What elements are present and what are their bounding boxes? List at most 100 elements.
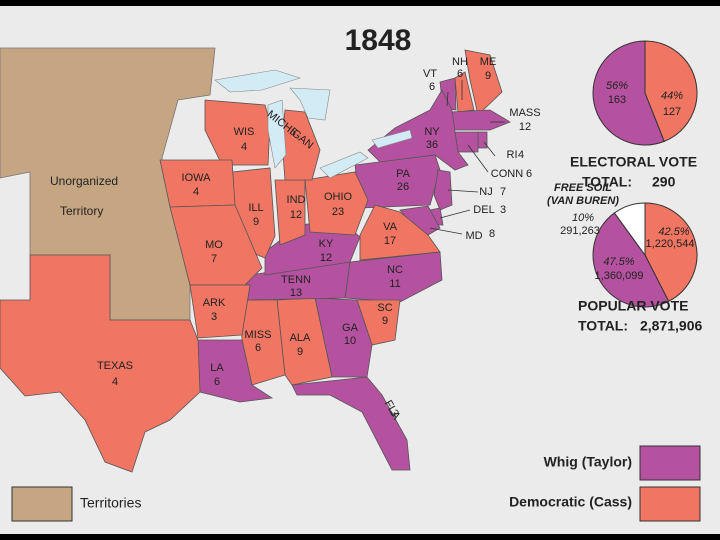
pie-charts: 44% 127 56% 163 42.5%1,220,544 47.5% 1,360,099… xyxy=(547,40,698,308)
state xyxy=(189,284,251,339)
slice-name: FREE SOIL xyxy=(554,182,612,194)
legend-label: Territories xyxy=(80,495,141,511)
territory-label: Territory xyxy=(60,204,103,218)
state xyxy=(454,131,479,153)
state-votes: 4 xyxy=(518,149,524,161)
lake-huron xyxy=(289,87,331,121)
slice-votes: 127 xyxy=(663,106,681,118)
state-votes: 12 xyxy=(519,121,531,133)
state xyxy=(169,204,263,286)
total-label: TOTAL: xyxy=(578,318,628,334)
state-label: ME xyxy=(480,56,497,68)
state-label: OHIO xyxy=(324,191,353,203)
state-label: VA xyxy=(383,221,398,233)
state-label: MO xyxy=(205,239,223,251)
legend-label: Democratic (Cass) xyxy=(509,494,632,510)
legend: Whig (Taylor) Democratic (Cass) Territorie… xyxy=(11,445,701,522)
state-votes: 10 xyxy=(344,335,356,347)
slice-percent: 42.5% xyxy=(658,226,689,238)
leader-line xyxy=(446,91,449,107)
state-label: KY xyxy=(319,238,334,250)
pie-slice xyxy=(592,212,670,308)
state-votes: 12 xyxy=(320,252,332,264)
pie-slice xyxy=(644,202,698,303)
state-label: WIS xyxy=(234,126,255,138)
state-votes: 12 xyxy=(290,209,302,221)
state-votes: 23 xyxy=(332,206,344,218)
state xyxy=(0,254,201,473)
state-votes: 6 xyxy=(255,342,261,354)
leader-lines xyxy=(429,80,505,235)
state xyxy=(359,204,441,261)
states xyxy=(0,47,511,473)
state-label: NH xyxy=(452,56,468,68)
state-label: LA xyxy=(210,362,224,374)
state-votes: 26 xyxy=(397,181,409,193)
state-label: NC xyxy=(387,264,403,276)
state-votes: 36 xyxy=(426,139,438,151)
slice-percent: 10% xyxy=(572,212,594,224)
state-votes: 13 xyxy=(290,287,302,299)
state-label: IOWA xyxy=(182,172,212,184)
state xyxy=(477,131,488,149)
state-label: MISS xyxy=(245,329,272,341)
leader-line xyxy=(447,189,479,193)
state-label: VT xyxy=(423,68,437,80)
slice-votes: 1,220,544 xyxy=(646,238,695,250)
lake-michigan xyxy=(267,99,287,169)
state-votes: 9 xyxy=(253,216,259,228)
total-value: 290 xyxy=(652,174,676,190)
slice-votes: 1,360,099 xyxy=(595,270,644,282)
state-label: DEL xyxy=(473,204,494,216)
state xyxy=(304,171,369,236)
pie-slice xyxy=(644,40,698,142)
state-label: ILL xyxy=(248,202,263,214)
leader-line xyxy=(467,144,489,173)
state xyxy=(464,49,503,116)
slice-percent: 44% xyxy=(661,90,683,102)
title: 1848 xyxy=(345,24,412,57)
state-label: CONN xyxy=(491,168,523,180)
state-label: PA xyxy=(396,168,411,180)
pie-slice xyxy=(613,202,646,257)
state-label: NJ xyxy=(479,186,492,198)
total-label: TOTAL: xyxy=(582,174,632,190)
state-label: NY xyxy=(424,126,440,138)
state-label: MD xyxy=(465,230,482,242)
state-votes: 4 xyxy=(112,376,118,388)
state-label: ALA xyxy=(290,332,311,344)
territory xyxy=(0,47,216,321)
state-votes: 9 xyxy=(297,346,303,358)
state-votes: 6 xyxy=(526,168,532,180)
legend-swatch xyxy=(11,486,73,522)
legend-swatch xyxy=(639,486,701,522)
slice-votes: 291,263 xyxy=(560,225,600,237)
state-label: IND xyxy=(287,194,306,206)
pie-title: ELECTORAL VOTE xyxy=(570,154,697,170)
state-label: SC xyxy=(377,302,392,314)
state-votes: 6 xyxy=(457,68,463,80)
lake-ontario xyxy=(371,129,413,149)
state-votes: 3 xyxy=(387,408,400,419)
slice-percent: 47.5% xyxy=(603,256,634,268)
state xyxy=(291,376,411,471)
legend-swatch xyxy=(639,445,701,481)
state-votes: 3 xyxy=(500,204,506,216)
state xyxy=(454,71,475,113)
state-votes: 9 xyxy=(485,70,491,82)
slice-name: (VAN BUREN) xyxy=(547,195,619,207)
state-votes: 7 xyxy=(211,253,217,265)
state-label: RI xyxy=(507,149,518,161)
total-value: 2,871,906 xyxy=(640,318,702,334)
territory-label: Unorganized xyxy=(50,174,118,188)
state xyxy=(433,169,453,211)
leader-line xyxy=(483,141,496,157)
slice-percent: 56% xyxy=(606,80,628,92)
state-votes: 8 xyxy=(489,228,495,240)
legend-label: Whig (Taylor) xyxy=(544,454,632,470)
state-label: ARK xyxy=(203,297,226,309)
state-label: GA xyxy=(342,322,359,334)
